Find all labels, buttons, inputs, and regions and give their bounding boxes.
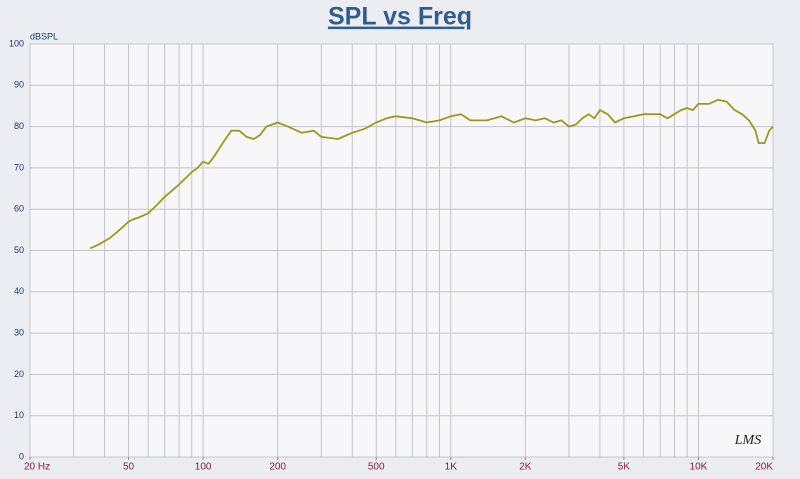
y-axis-label: dBSPL	[30, 31, 58, 41]
x-tick-label: 50	[123, 462, 135, 473]
y-tick-label: 20	[14, 369, 24, 379]
y-tick-label: 100	[9, 38, 24, 48]
x-tick-label: 100	[195, 462, 212, 473]
x-tick-label: 1K	[445, 462, 458, 473]
x-tick-label: 2K	[519, 462, 532, 473]
y-tick-label: 10	[14, 410, 24, 420]
y-tick-label: 60	[14, 204, 24, 214]
y-tick-label: 0	[19, 451, 24, 461]
x-tick-label: 500	[368, 462, 385, 473]
y-tick-label: 80	[14, 121, 24, 131]
y-tick-label: 30	[14, 327, 24, 337]
y-tick-label: 50	[14, 245, 24, 255]
y-tick-label: 40	[14, 286, 24, 296]
chart-title: SPL vs Freq	[328, 3, 472, 31]
watermark: LMS	[734, 433, 761, 448]
x-tick-label: 5K	[618, 462, 631, 473]
y-tick-label: 70	[14, 162, 24, 172]
x-tick-label: 20 Hz	[24, 462, 50, 473]
y-tick-label: 90	[14, 80, 24, 90]
x-tick-label: 200	[269, 462, 286, 473]
x-tick-label: 20K	[755, 462, 773, 473]
x-tick-label: 10K	[690, 462, 708, 473]
data-line	[89, 98, 774, 250]
